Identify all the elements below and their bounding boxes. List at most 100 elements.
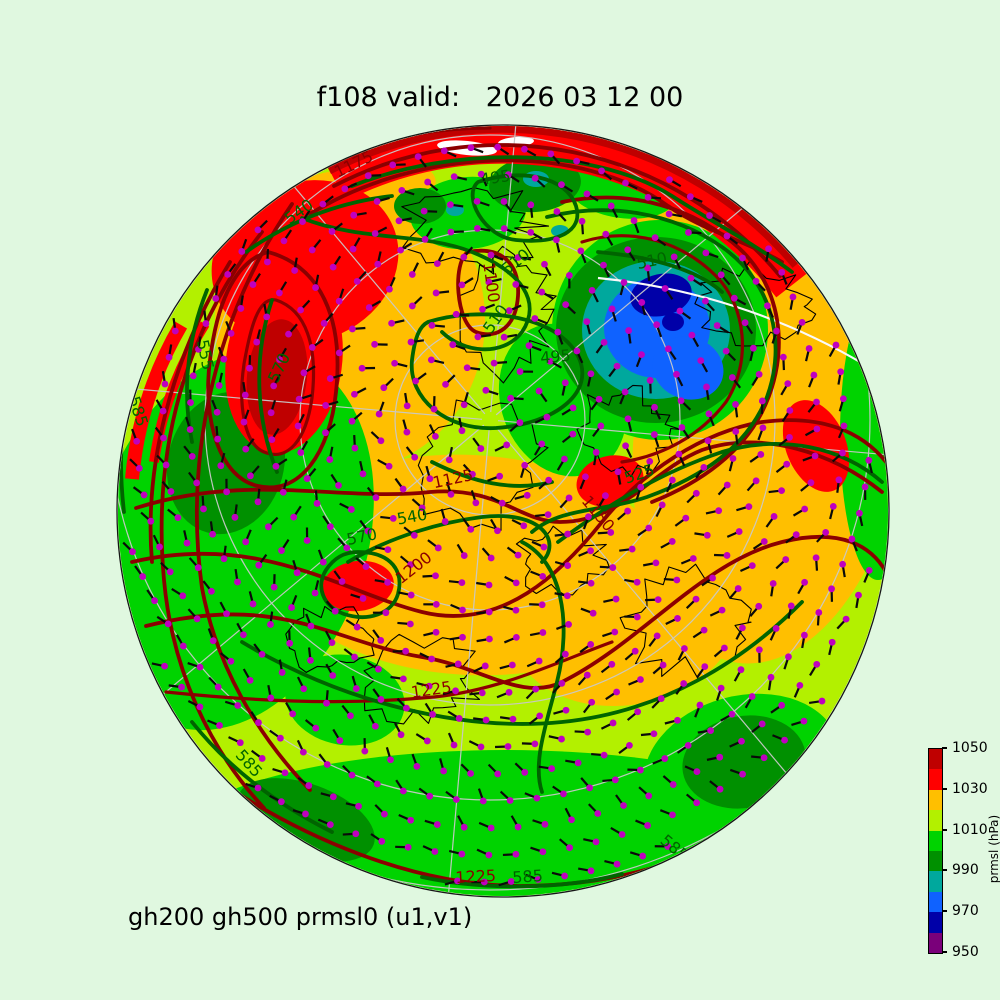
wind-vector-dot <box>319 200 327 208</box>
colorbar-segment <box>929 810 942 831</box>
wind-vector-dot <box>377 437 385 445</box>
wind-vector-dot <box>463 364 471 372</box>
wind-vector-dot <box>277 798 285 806</box>
wind-vector-dot <box>813 660 821 668</box>
map-graphic <box>322 126 816 298</box>
wind-vector-dot <box>592 448 600 456</box>
wind-vector-dot <box>581 473 589 481</box>
wind-vector-dot <box>267 621 274 628</box>
wind-vector-dot <box>674 716 681 724</box>
wind-vector-dot <box>410 531 418 539</box>
map-graphic <box>782 400 850 492</box>
wind-vector-dot <box>620 279 628 286</box>
colorbar-tick-mark <box>942 828 947 831</box>
wind-vector-dot <box>705 410 713 418</box>
coastline <box>694 260 817 347</box>
wind-vector-dot <box>485 581 493 589</box>
wind-vector-dot <box>566 844 573 852</box>
colorbar-segment <box>929 932 942 953</box>
wind-vector-dot <box>151 597 158 605</box>
wind-vector-dot <box>789 293 797 301</box>
wind-vector-dot <box>651 403 658 411</box>
wind-vector-dot <box>512 281 520 288</box>
wind-vector-dot <box>707 727 715 735</box>
wind-vector-dot <box>626 741 633 749</box>
wind-vector-dot <box>611 776 619 784</box>
wind-vector-dot <box>336 737 344 744</box>
wind-vector-dot <box>254 226 262 234</box>
wind-vector-dot <box>165 353 173 361</box>
wind-vector-dot <box>504 743 512 750</box>
wind-vector-dot <box>307 622 315 630</box>
wind-vector-dot <box>361 747 369 755</box>
wind-vector-dot <box>485 278 493 286</box>
wind-vector-dot <box>637 766 644 774</box>
wind-vector-dot <box>426 792 434 800</box>
wind-vector-dot <box>220 555 228 563</box>
wind-vector-dot <box>447 228 455 236</box>
wind-vector-dot <box>578 217 586 225</box>
wind-vector-dot <box>527 201 535 209</box>
wind-vector-dot <box>213 408 221 416</box>
wind-vector-dot <box>693 799 701 807</box>
wind-vector-dot <box>303 537 311 544</box>
map-graphic <box>530 208 778 534</box>
wind-vector-dot <box>326 523 334 531</box>
fields-label: gh200 gh500 prmsl0 (u1,v1) <box>128 903 473 931</box>
wind-vector-dot <box>607 529 615 536</box>
wind-vector-dot <box>220 355 228 363</box>
wind-vector-dot <box>441 518 449 525</box>
wind-vector-dot <box>328 639 336 647</box>
wind-vector-dot <box>759 424 767 432</box>
wind-vector-dot <box>411 453 419 461</box>
wind-vector-dot <box>613 688 621 696</box>
wind-vector-dot <box>328 228 336 235</box>
colorbar-segment <box>929 912 942 933</box>
wind-vector-dot <box>600 751 608 759</box>
wind-vector-dot <box>217 462 225 470</box>
wind-vector-dot <box>639 852 647 860</box>
wind-vector-dot <box>584 728 592 736</box>
map-graphic <box>332 143 782 278</box>
wind-vector-dot <box>326 375 334 382</box>
wind-vector-dot <box>687 274 695 282</box>
wind-vector-dot <box>534 876 542 883</box>
wind-vector-dot <box>716 785 724 793</box>
wind-vector-dot <box>445 456 453 464</box>
wind-vector-dot <box>265 523 272 531</box>
wind-vector-dot <box>728 710 736 718</box>
wind-vector-dot <box>628 545 636 553</box>
map-graphic <box>662 313 684 331</box>
wind-vector-dot <box>311 589 319 597</box>
wind-vector-dot <box>288 604 295 611</box>
colorbar-tick-label: 970 <box>952 903 979 920</box>
wind-vector-dot <box>512 850 520 858</box>
wind-vector-dot <box>299 218 306 225</box>
wind-vector-dot <box>212 295 220 302</box>
wind-vector-dot <box>359 470 367 478</box>
wind-vector-dot <box>669 811 676 819</box>
wind-vector-dot <box>338 578 346 585</box>
wind-vector-dot <box>487 824 495 832</box>
wind-vector-dot <box>473 225 481 232</box>
wind-vector-dot <box>224 270 232 278</box>
colorbar-tick-label: 1010 <box>952 821 988 838</box>
wind-vector-dot <box>739 254 746 262</box>
wind-vector-dot <box>281 769 289 777</box>
wind-vector-dot <box>752 277 760 285</box>
wind-vector-dot <box>807 479 815 487</box>
wind-vector-dot <box>432 628 440 636</box>
wind-vector-dot <box>763 302 771 310</box>
wind-vector-dot <box>322 429 329 437</box>
wind-vector-dot <box>589 609 597 617</box>
wind-vector-dot <box>512 606 520 614</box>
wind-vector-dot <box>800 717 808 725</box>
wind-vector-dot <box>373 780 381 788</box>
wind-vector-dot <box>375 410 383 418</box>
wind-vector-dot <box>474 333 482 341</box>
wind-vector-dot <box>402 647 410 655</box>
wind-vector-dot <box>565 271 573 279</box>
colorbar-tick-label: 950 <box>952 944 979 960</box>
wind-vector-dot <box>500 225 508 232</box>
